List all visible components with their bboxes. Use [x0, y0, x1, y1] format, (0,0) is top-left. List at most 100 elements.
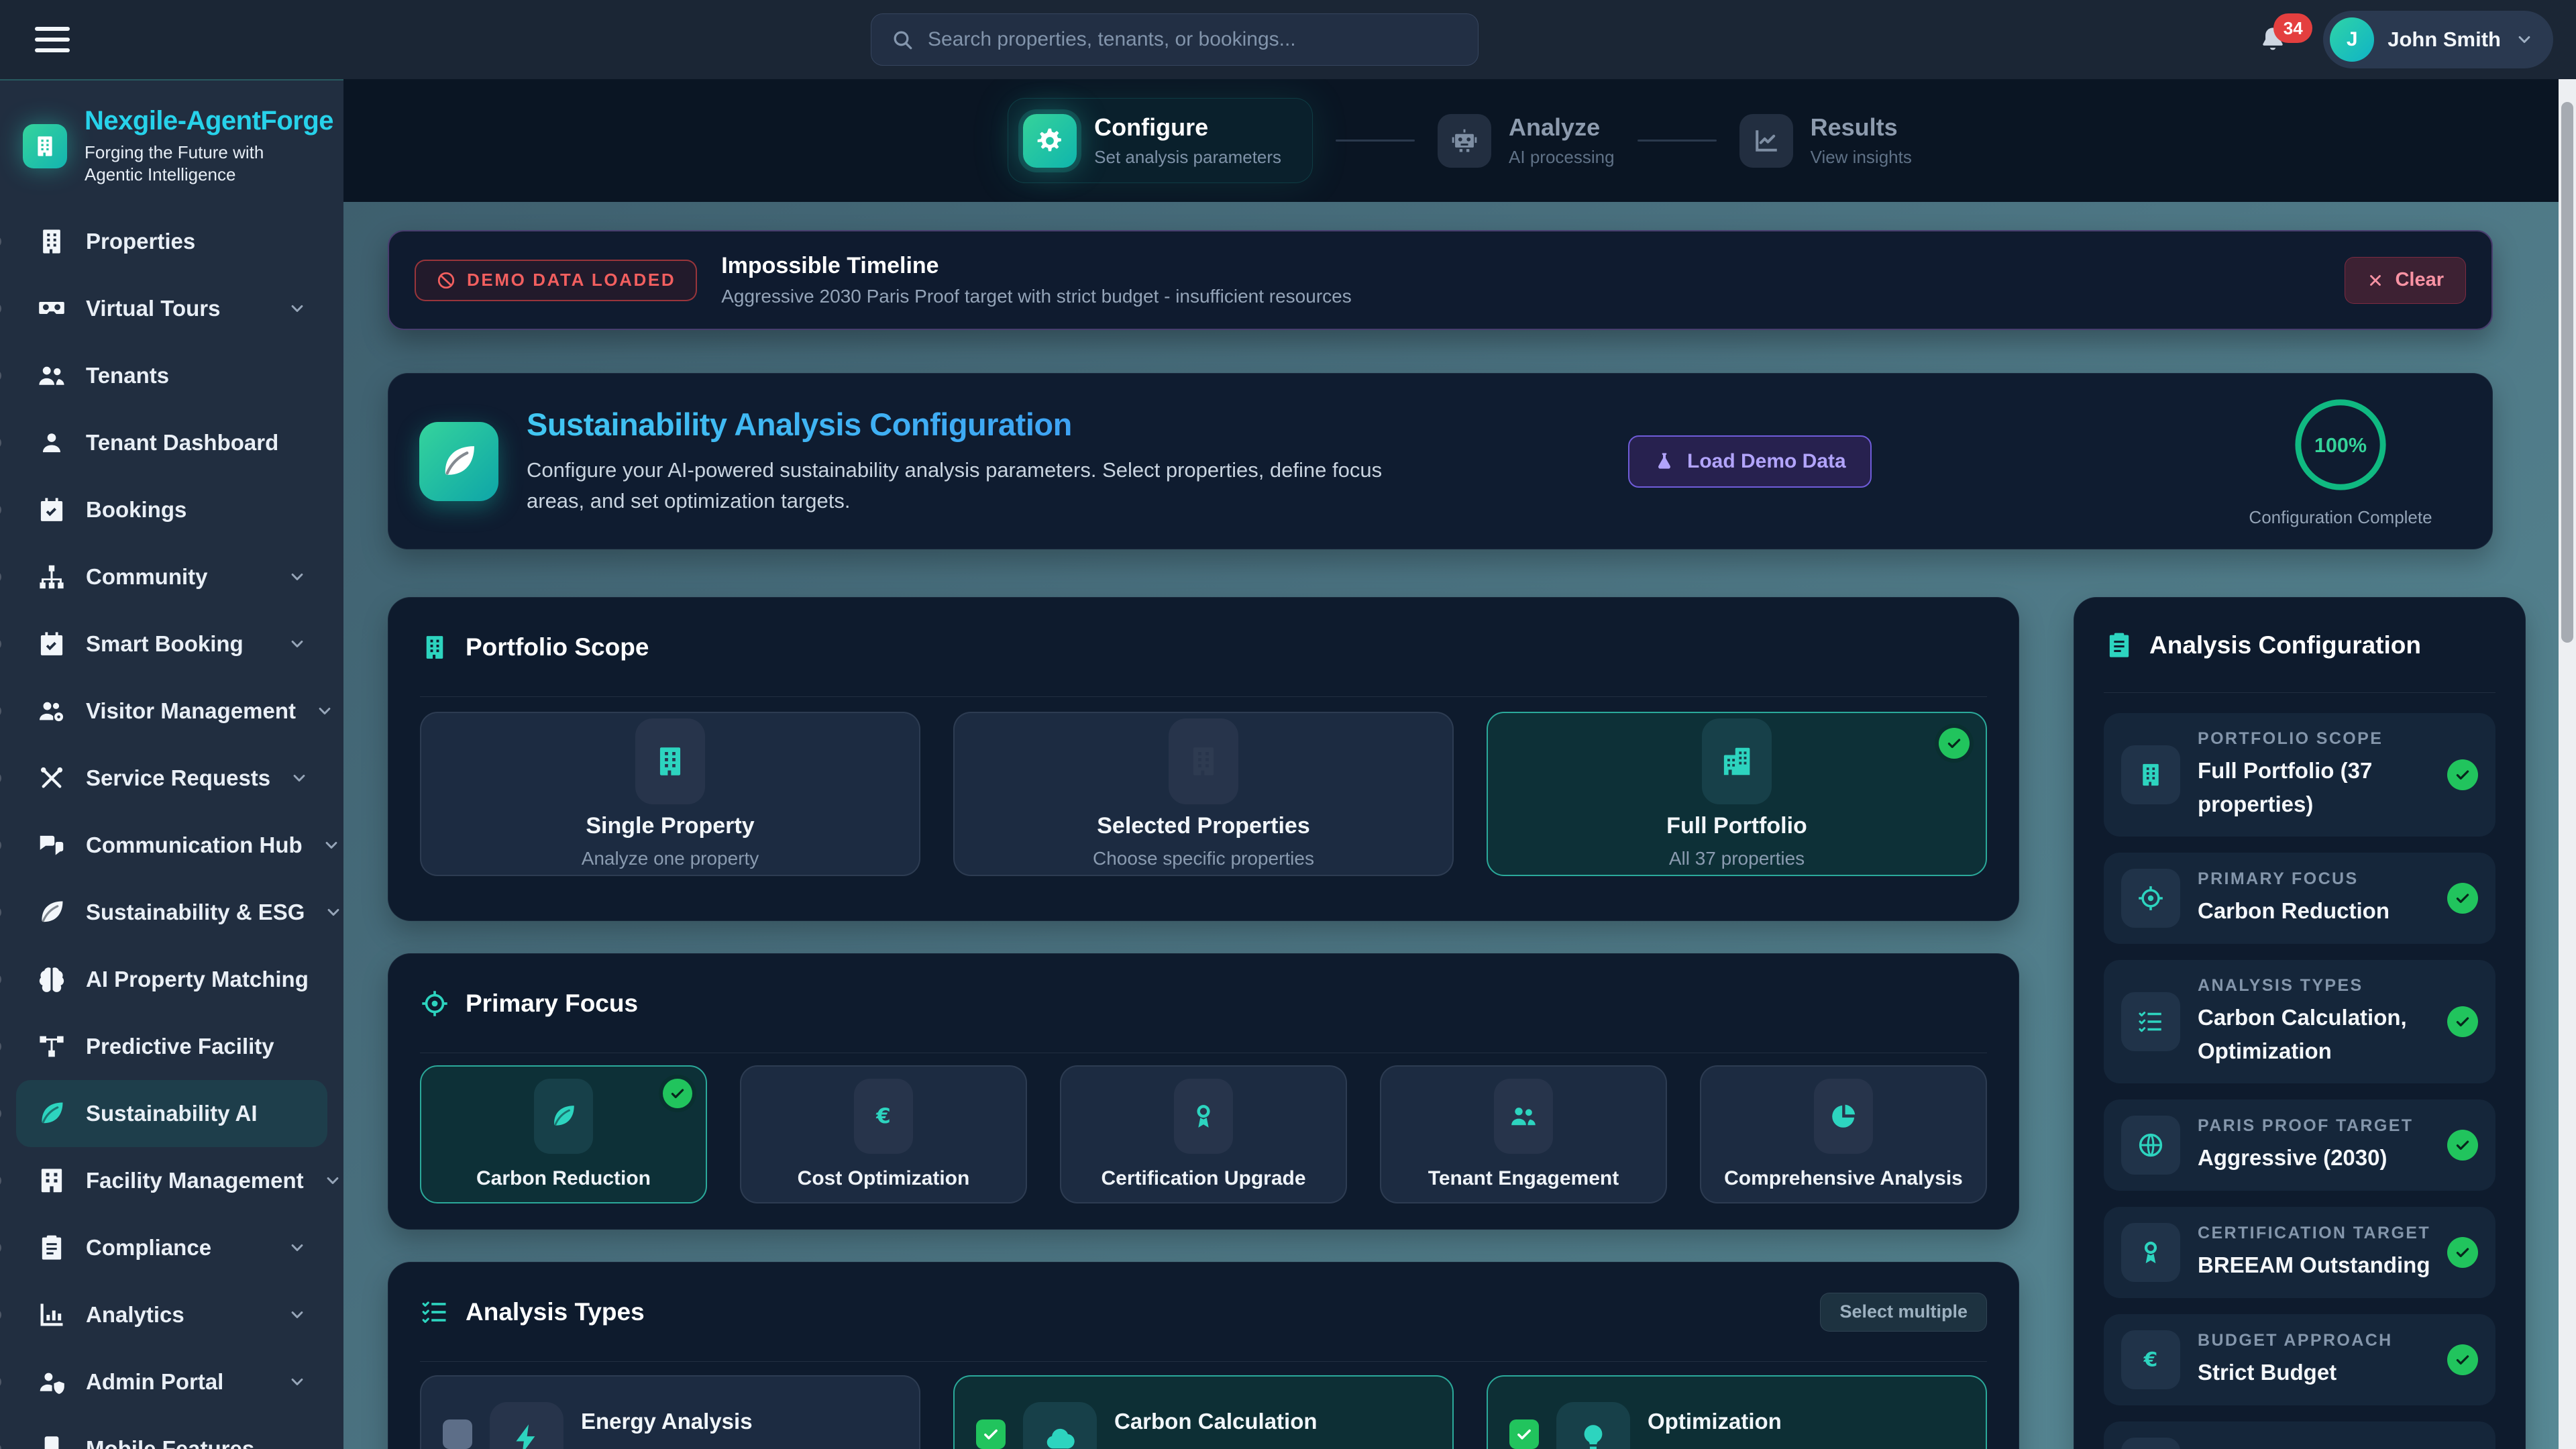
chevron-down-icon [2514, 30, 2534, 50]
brand-logo[interactable]: Nexgile-AgentForge Forging the Future wi… [0, 80, 343, 208]
sidebar-item-label: Analytics [86, 1301, 184, 1327]
banner-title: Impossible Timeline [721, 253, 939, 278]
option-single-property[interactable]: Single Property Analyze one property [420, 712, 920, 876]
user-menu[interactable]: J John Smith [2323, 11, 2553, 68]
chevron-down-icon [287, 634, 307, 654]
sidebar-item-virtual-tours[interactable]: Virtual Tours [16, 275, 327, 342]
primary-focus-section: Primary Focus Carbon Reduction € Cost Op… [388, 953, 2019, 1230]
option-full-portfolio[interactable]: Full Portfolio All 37 properties [1487, 712, 1987, 876]
sidebar-item-compliance[interactable]: Compliance [16, 1214, 327, 1281]
step-configure[interactable]: Configure Set analysis parameters [1008, 98, 1313, 183]
summary-budget-approach: € BUDGET APPROACH Strict Budget [2104, 1314, 2496, 1405]
summary-analysis-types: ANALYSIS TYPES Carbon Calculation, Optimi… [2104, 960, 2496, 1083]
sidebar-item-smart-booking[interactable]: Smart Booking [16, 610, 327, 678]
menu-icon[interactable] [30, 21, 75, 58]
sidebar-item-tenant-dashboard[interactable]: Tenant Dashboard [16, 409, 327, 476]
checklist-icon [2121, 992, 2180, 1051]
chevron-down-icon [323, 902, 343, 922]
robot-icon [1438, 113, 1492, 168]
option-selected-properties[interactable]: Selected Properties Choose specific prop… [953, 712, 1454, 876]
search-icon [890, 28, 914, 52]
tools-icon [36, 763, 67, 794]
panel-title: Analysis Configuration [2149, 631, 2421, 659]
analysis-types-section: Analysis Types Select multiple Energy An… [388, 1262, 2019, 1449]
sidebar-item-label: Sustainability AI [86, 1100, 258, 1126]
notifications-button[interactable]: 34 [2257, 13, 2313, 56]
focus-tenant-engagement[interactable]: Tenant Engagement [1380, 1065, 1667, 1203]
flask-icon [1654, 451, 1675, 472]
step-analyze[interactable]: Analyze AI processing [1438, 113, 1615, 168]
brand-tagline: Forging the Future with Agentic Intellig… [85, 142, 264, 185]
sitemap-icon [36, 561, 67, 592]
chevron-down-icon [323, 1171, 343, 1191]
sidebar-item-properties[interactable]: Properties [16, 208, 327, 275]
sidebar-item-community[interactable]: Community [16, 543, 327, 610]
focus-certification-upgrade[interactable]: Certification Upgrade [1060, 1065, 1347, 1203]
close-icon [2367, 272, 2384, 289]
sidebar-item-bookings[interactable]: Bookings [16, 476, 327, 543]
chevron-down-icon [321, 835, 341, 855]
analysis-optimization[interactable]: Optimization AI-generated recommendation… [1487, 1375, 1987, 1449]
sidebar-item-sustainability-ai[interactable]: Sustainability AI [16, 1079, 327, 1147]
sidebar-item-facility-management[interactable]: Facility Management [16, 1147, 338, 1214]
sidebar-item-label: Properties [86, 228, 196, 254]
sidebar-item-admin-portal[interactable]: Admin Portal [16, 1348, 327, 1415]
users-icon [2121, 1438, 2180, 1449]
building-grid-icon [36, 1165, 67, 1196]
sidebar-item-sustainability-esg[interactable]: Sustainability & ESG [16, 879, 339, 946]
sidebar-item-predictive-facility[interactable]: Predictive Facility [16, 1013, 327, 1080]
checkbox-checked[interactable] [976, 1419, 1006, 1449]
sidebar-item-label: Predictive Facility [86, 1033, 274, 1059]
focus-carbon-reduction[interactable]: Carbon Reduction [420, 1065, 707, 1203]
checkbox-checked[interactable] [1509, 1419, 1539, 1449]
sidebar-item-label: AI Property Matching [86, 966, 309, 991]
search-input[interactable] [928, 28, 1459, 51]
sidebar-item-service-requests[interactable]: Service Requests [16, 745, 327, 812]
sidebar-item-ai-property-matching[interactable]: AI Property Matching [16, 946, 327, 1013]
chevron-down-icon [287, 1372, 307, 1392]
sidebar-item-mobile-features[interactable]: Mobile Features [16, 1415, 327, 1449]
checkbox[interactable] [443, 1419, 472, 1449]
sidebar-item-analytics[interactable]: Analytics [16, 1281, 327, 1348]
check-icon [2447, 759, 2478, 790]
focus-comprehensive-analysis[interactable]: Comprehensive Analysis [1700, 1065, 1987, 1203]
sidebar-item-label: Communication Hub [86, 832, 303, 857]
clipboard-icon [2104, 630, 2135, 661]
step-title: Analyze [1509, 113, 1601, 141]
sidebar-item-visitor-management[interactable]: Visitor Management [16, 678, 331, 745]
checklist-icon [420, 1297, 449, 1327]
page-description: Configure your AI-powered sustainability… [527, 458, 1383, 513]
sidebar-item-label: Sustainability & ESG [86, 899, 305, 924]
clear-demo-button[interactable]: Clear [2345, 256, 2466, 304]
load-demo-data-button[interactable]: Load Demo Data [1628, 435, 1872, 488]
city-icon [1702, 718, 1772, 804]
page-content: DEMO DATA LOADED Impossible Timeline Agg… [343, 202, 2576, 1449]
step-connector [1336, 140, 1415, 142]
svg-text:100%: 100% [2314, 433, 2367, 456]
step-results[interactable]: Results View insights [1739, 113, 1912, 168]
phone-icon [36, 1434, 67, 1449]
sidebar-item-label: Admin Portal [86, 1368, 224, 1394]
svg-text:€: € [2143, 1348, 2158, 1372]
sidebar-item-communication-hub[interactable]: Communication Hub [16, 812, 337, 879]
building-icon [2121, 745, 2180, 804]
page-scrollbar[interactable] [2559, 79, 2576, 1449]
chart-bar-icon [36, 1299, 67, 1330]
svg-text:€: € [875, 1104, 891, 1128]
portfolio-scope-section: Portfolio Scope Single Property Analyze … [388, 597, 2019, 921]
scrollbar-thumb[interactable] [2561, 102, 2573, 643]
users-icon [36, 360, 67, 391]
building-icon [420, 633, 449, 662]
check-icon [2447, 1130, 2478, 1161]
chevron-down-icon [289, 768, 309, 788]
sidebar-item-tenants[interactable]: Tenants [16, 342, 327, 409]
global-search[interactable] [871, 13, 1479, 66]
demo-data-badge: DEMO DATA LOADED [415, 259, 698, 301]
building-icon [36, 226, 67, 257]
analysis-energy-analysis[interactable]: Energy Analysis Consumption patterns & a… [420, 1375, 920, 1449]
analysis-carbon-calculation[interactable]: Carbon Calculation Scope 1, 2, 3 emissio… [953, 1375, 1454, 1449]
chevron-down-icon [287, 299, 307, 319]
focus-cost-optimization[interactable]: € Cost Optimization [740, 1065, 1027, 1203]
sidebar-item-label: Compliance [86, 1234, 212, 1260]
summary-tenant-analysis: TENANT ANALYSIS [2104, 1421, 2496, 1449]
